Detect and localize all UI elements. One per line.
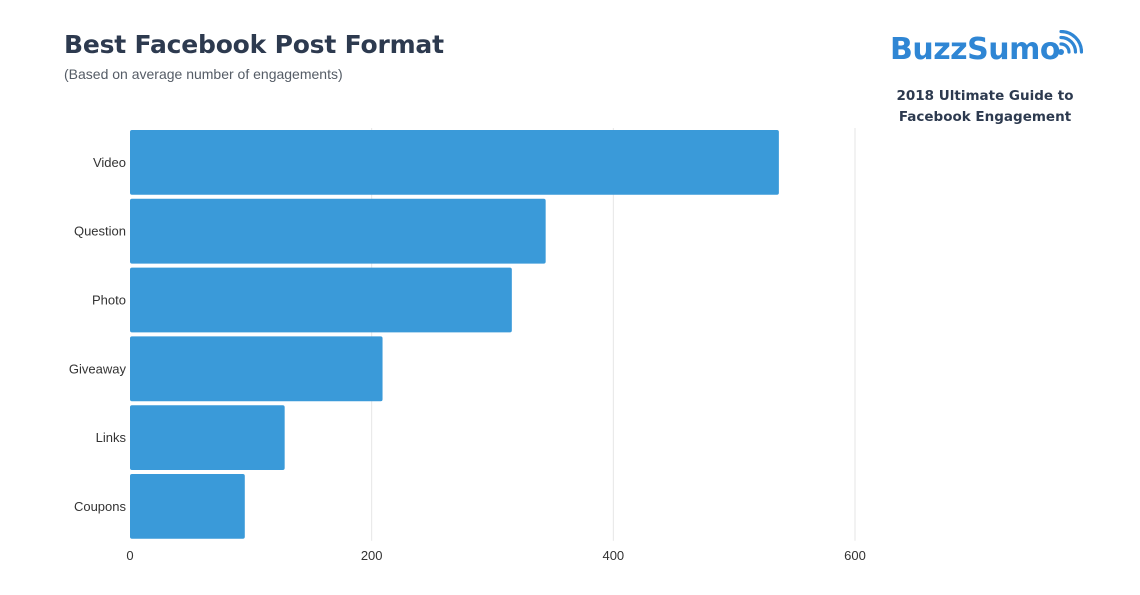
category-label-question: Question (74, 224, 126, 239)
x-tick-label: 400 (602, 548, 624, 563)
brand-tagline-line1: 2018 Ultimate Guide to (896, 88, 1074, 104)
brand-logo: BuzzSumo (890, 30, 1090, 74)
bar-giveaway (130, 336, 383, 402)
grid-lines (371, 128, 856, 541)
brand-tagline: 2018 Ultimate Guide to Facebook Engageme… (870, 86, 1100, 128)
chart-title: Best Facebook Post Format (64, 30, 444, 59)
category-label-coupons: Coupons (74, 499, 127, 514)
brand-name: BuzzSumo (890, 32, 1060, 67)
x-axis-ticks: 0 200 400 600 (126, 548, 865, 563)
chart-subtitle: (Based on average number of engagements) (64, 66, 343, 82)
x-tick-label: 200 (361, 548, 383, 563)
brand-tagline-line2: Facebook Engagement (898, 109, 1072, 125)
bar-video (130, 130, 779, 195)
bar-question (130, 198, 546, 264)
category-label-links: Links (96, 430, 127, 445)
bar-photo (130, 267, 512, 333)
bars (130, 130, 779, 539)
x-tick-label: 600 (844, 548, 866, 563)
x-tick-label: 0 (126, 548, 133, 563)
category-label-giveaway: Giveaway (69, 361, 127, 376)
category-label-photo: Photo (92, 293, 126, 308)
bar-links (130, 405, 285, 470)
category-label-video: Video (93, 155, 126, 170)
bar-coupons (130, 474, 245, 539)
category-labels: Video Question Photo Giveaway Links Coupons (69, 155, 127, 514)
signal-waves-icon (1058, 30, 1083, 55)
